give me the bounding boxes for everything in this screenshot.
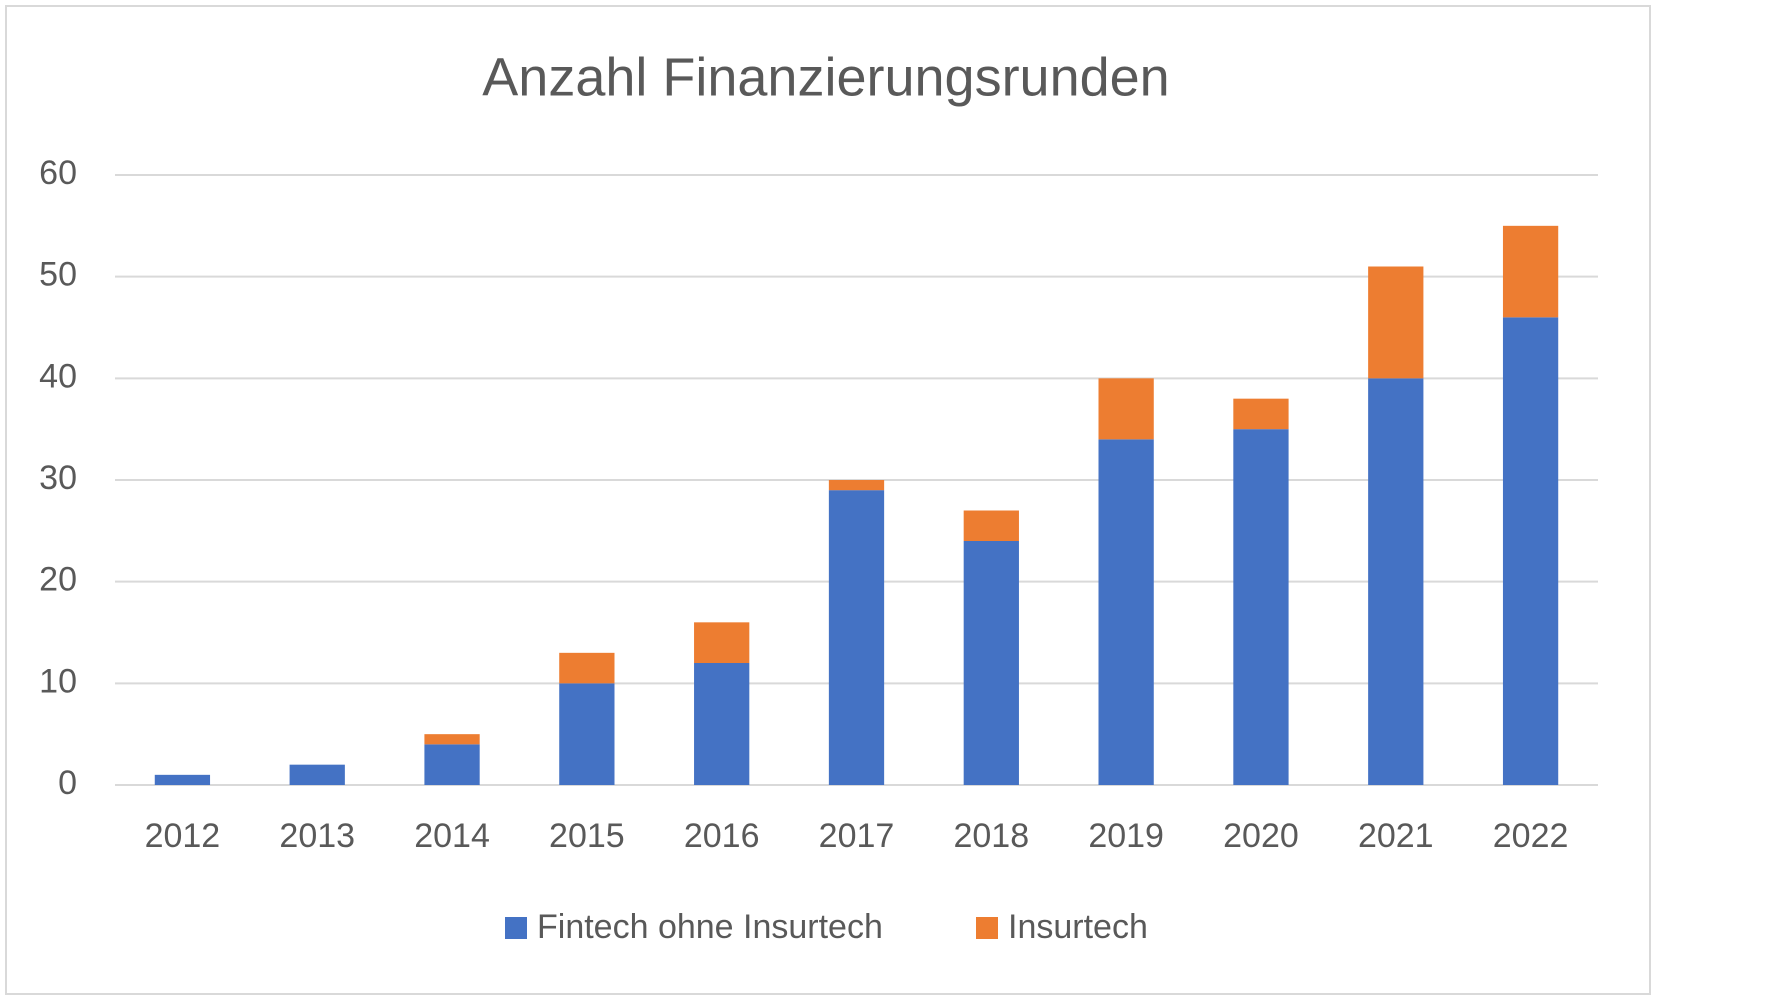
y-tick-label: 20 <box>39 561 77 599</box>
bar-segment <box>694 663 750 785</box>
bar-segment <box>694 622 750 663</box>
y-tick-label: 0 <box>58 764 77 802</box>
x-tick-label: 2012 <box>145 817 221 855</box>
legend-label: Fintech ohne Insurtech <box>537 908 883 946</box>
bar-segment <box>963 541 1019 785</box>
bar-segment <box>828 480 885 491</box>
bar-segment <box>1368 378 1424 785</box>
bar-segment <box>424 744 480 785</box>
x-tick-label: 2019 <box>1088 817 1164 855</box>
legend-label: Insurtech <box>1008 908 1148 946</box>
legend-swatch <box>976 917 998 939</box>
x-tick-label: 2013 <box>279 817 355 855</box>
bar-segment <box>1233 398 1289 430</box>
bar-segment <box>154 774 211 785</box>
x-tick-label: 2015 <box>549 817 625 855</box>
bar-segment <box>289 764 345 785</box>
y-tick-label: 10 <box>39 662 77 700</box>
y-tick-label: 40 <box>39 357 77 395</box>
x-tick-label: 2018 <box>953 817 1029 855</box>
y-tick-label: 60 <box>39 154 77 192</box>
y-tick-label: 30 <box>39 459 77 497</box>
bar-segment <box>1098 378 1154 440</box>
bar-segment <box>828 490 885 785</box>
x-tick-label: 2014 <box>414 817 490 855</box>
y-tick-label: 50 <box>39 256 77 294</box>
bar-segment <box>1502 317 1559 785</box>
x-tick-label: 2021 <box>1358 817 1434 855</box>
bar-segment <box>424 734 480 745</box>
bar-segment <box>1233 429 1289 785</box>
legend-swatch <box>505 917 527 939</box>
x-tick-label: 2022 <box>1493 817 1569 855</box>
x-tick-label: 2016 <box>684 817 760 855</box>
bar-segment <box>1502 225 1559 318</box>
x-tick-label: 2020 <box>1223 817 1299 855</box>
bar-segment <box>559 652 615 684</box>
bar-segment <box>559 683 615 785</box>
bar-segment <box>1368 266 1424 379</box>
bar-segment <box>963 510 1019 541</box>
bar-segment <box>1098 439 1154 785</box>
chart-title: Anzahl Finanzierungsrunden <box>482 47 1169 107</box>
x-tick-label: 2017 <box>819 817 895 855</box>
